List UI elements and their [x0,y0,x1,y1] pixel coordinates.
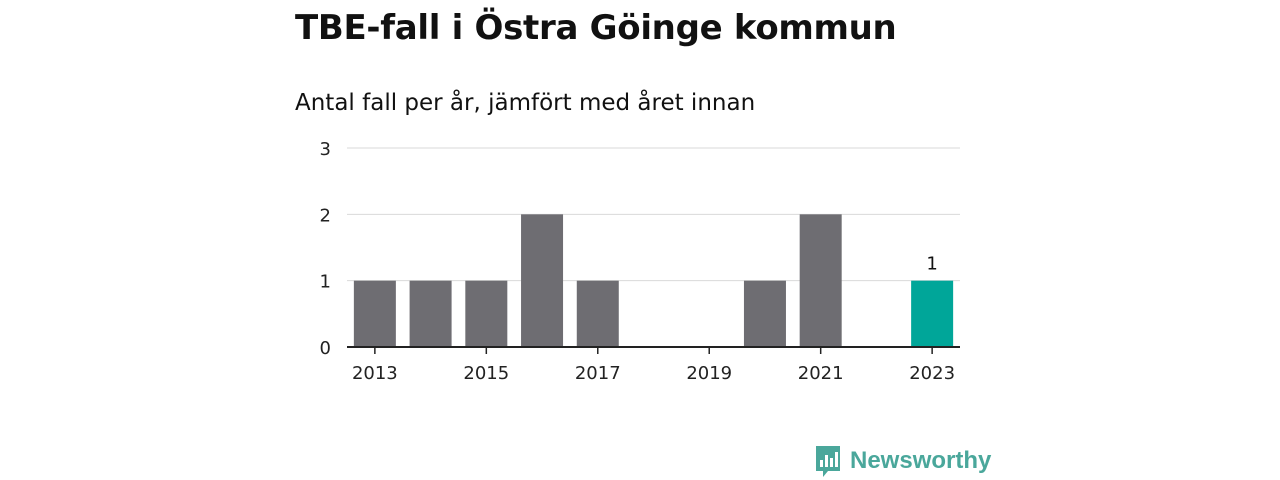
brand-logo: Newsworthy [814,444,991,478]
bar [521,214,564,347]
brand-name: Newsworthy [850,447,992,474]
bar [409,280,452,347]
chart-title: TBE-fall i Östra Göinge kommun [295,8,897,48]
y-tick-label: 2 [320,205,331,226]
bar [353,280,396,347]
bar-chart-speech-bubble-icon [816,446,840,477]
chart-subtitle: Antal fall per år, jämfört med året inna… [295,90,756,116]
y-tick-label: 0 [320,338,331,359]
data-label: 1 [926,254,937,275]
x-tick-label: 2017 [575,363,621,384]
bar [576,280,619,347]
x-tick-label: 2019 [686,363,732,384]
x-tick-label: 2021 [798,363,844,384]
x-tick-label: 2013 [352,363,398,384]
bar [743,280,786,347]
y-tick-label: 3 [320,139,331,160]
y-tick-label: 1 [320,272,331,293]
bar-highlight [911,280,954,347]
bar [465,280,508,347]
bar [799,214,842,347]
x-tick-label: 2023 [909,363,955,384]
x-tick-label: 2015 [463,363,509,384]
